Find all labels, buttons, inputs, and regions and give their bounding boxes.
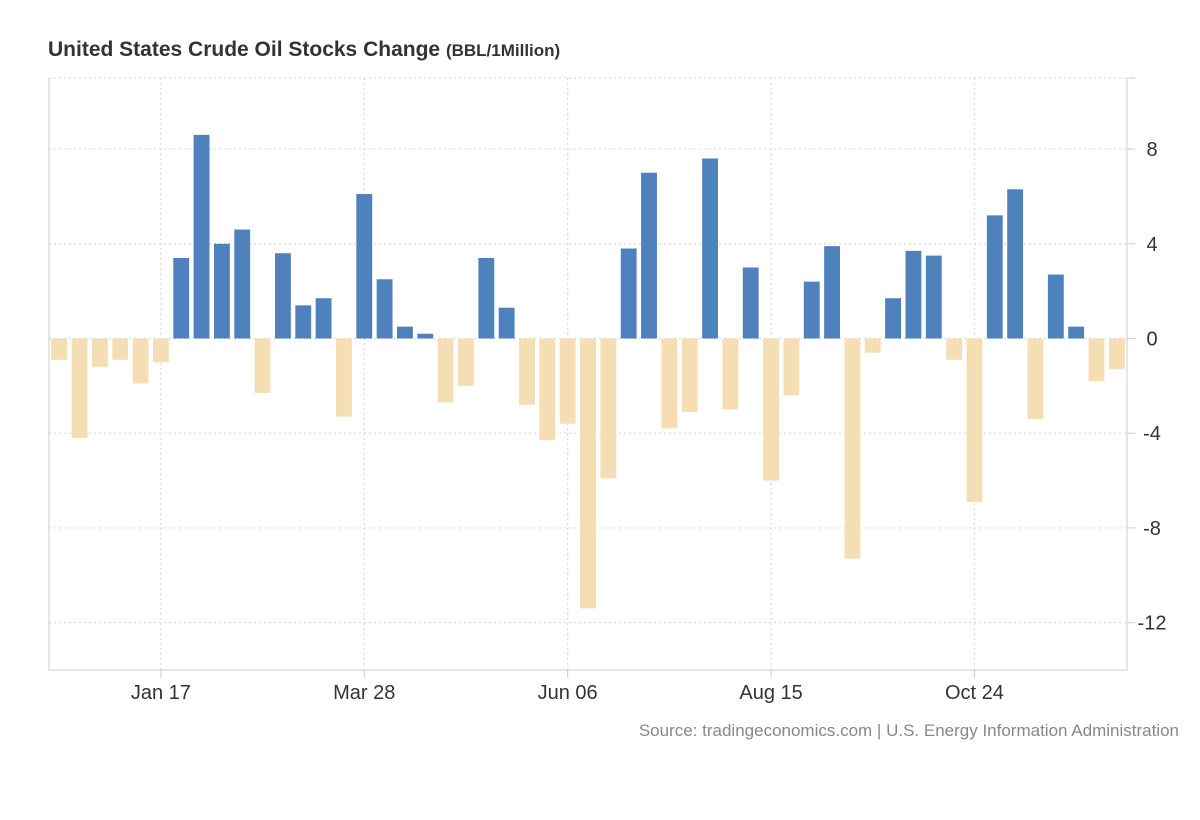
bar (498, 307, 515, 339)
y-tick-label: 0 (1146, 328, 1157, 350)
bar (335, 338, 352, 417)
bar (234, 229, 251, 339)
bar (91, 338, 108, 367)
x-tick-label: Oct 24 (945, 682, 1004, 704)
bar (1027, 338, 1044, 419)
bar (112, 338, 129, 360)
bar (132, 338, 149, 384)
bar (478, 257, 495, 339)
chart-title-text: United States Crude Oil Stocks Change (48, 38, 441, 61)
chart-unit-label: (BBL/1Million) (445, 41, 561, 60)
bar (376, 279, 393, 339)
bar (51, 338, 68, 360)
bar (295, 305, 312, 339)
y-tick-label: -8 (1143, 518, 1161, 540)
bar (519, 338, 535, 405)
bar (193, 134, 210, 339)
x-tick-label: Jun 06 (538, 682, 598, 704)
y-tick-label: 8 (1146, 139, 1157, 161)
bar (864, 338, 881, 353)
bar (783, 338, 800, 396)
bar (559, 338, 576, 424)
bar (986, 215, 1003, 339)
y-tick-label: 4 (1146, 234, 1157, 256)
bar (946, 338, 963, 360)
chart-title: United States Crude Oil Stocks Change (B… (48, 38, 560, 62)
bar (885, 298, 902, 339)
bar (722, 338, 739, 410)
bar (152, 338, 169, 363)
bar (681, 338, 698, 412)
axes (48, 77, 1135, 678)
bar (803, 281, 820, 339)
bar (315, 298, 332, 339)
bar (356, 194, 373, 339)
bar (580, 338, 596, 609)
bar (254, 338, 271, 393)
bar (905, 250, 922, 339)
bar (1088, 338, 1105, 382)
bar (742, 267, 759, 339)
bar (966, 338, 983, 502)
bar (844, 338, 861, 559)
bar (539, 338, 556, 441)
bar (620, 248, 637, 339)
y-tick-label: -4 (1143, 423, 1161, 445)
bar (1007, 189, 1024, 339)
bar (213, 243, 230, 339)
bar (397, 326, 413, 339)
x-tick-label: Mar 28 (333, 682, 395, 704)
bar (661, 338, 678, 429)
bar (71, 338, 88, 438)
bars (51, 134, 1125, 609)
bar (600, 338, 617, 479)
bar (1068, 326, 1085, 339)
bar (641, 172, 657, 339)
x-tick-label: Aug 15 (739, 682, 802, 704)
x-axis-labels: Jan 17 Mar 28 Jun 06 Aug 15 Oct 24 (131, 682, 1004, 704)
source-note: Source: tradingeconomics.com | U.S. Ener… (638, 721, 1179, 740)
bar (173, 257, 190, 339)
bar (763, 338, 779, 481)
bar (417, 333, 434, 339)
x-tick-label: Jan 17 (131, 682, 191, 704)
bar (702, 158, 718, 339)
bar (437, 338, 454, 403)
bar (1108, 338, 1125, 370)
bar (925, 255, 942, 339)
bar (1047, 274, 1064, 339)
bar (274, 253, 291, 339)
bar (458, 338, 474, 386)
bar (824, 246, 841, 339)
y-axis-labels: 8 4 0 -4 -8 -12 (1138, 139, 1167, 635)
y-tick-label: -12 (1138, 613, 1167, 635)
